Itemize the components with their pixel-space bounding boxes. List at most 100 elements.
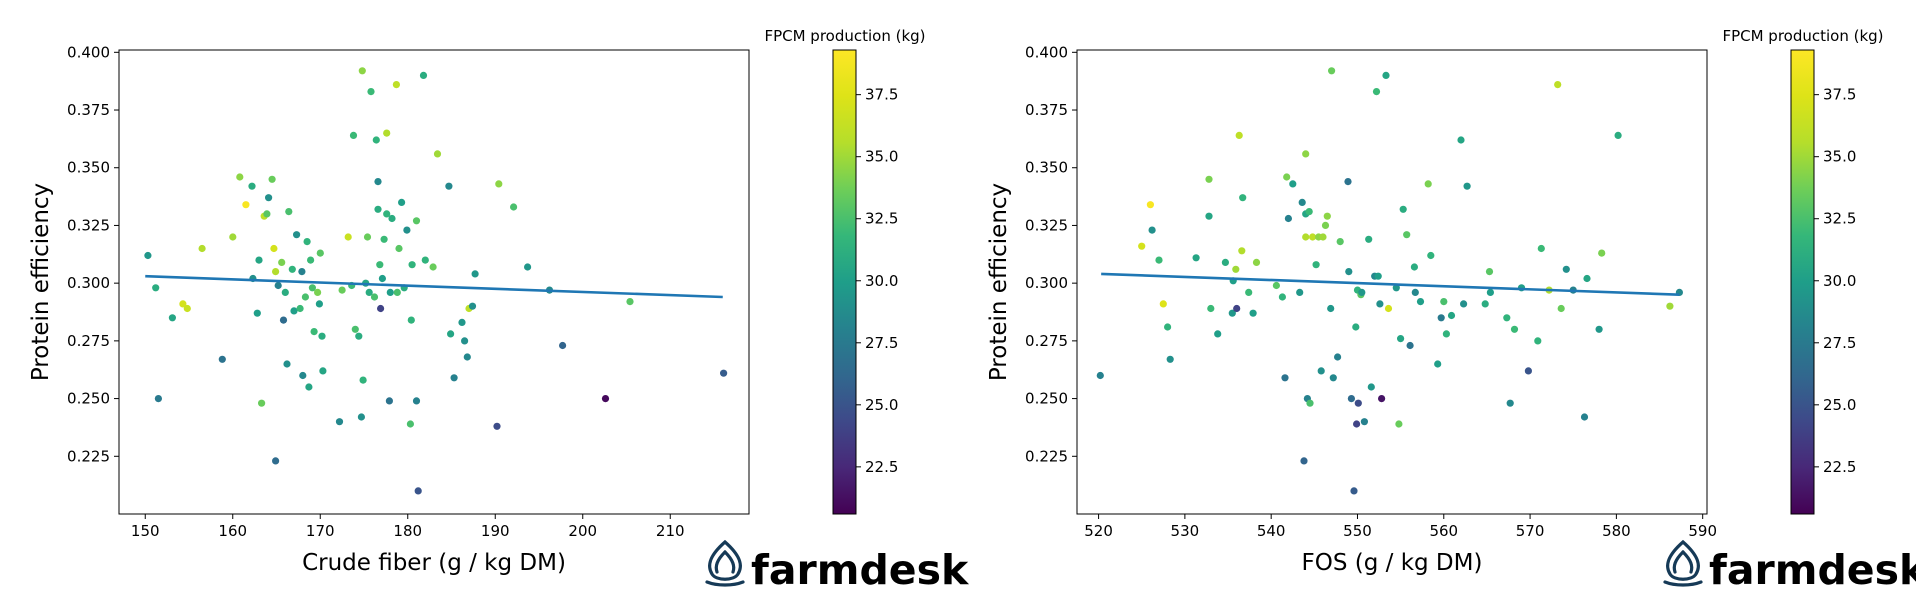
scatter-point [1376,300,1384,308]
scatter-point [1334,353,1342,361]
farmdesk-wordmark: farmdesk [1709,546,1916,594]
scatter-point [414,487,422,495]
scatter-point [258,399,266,407]
x-tick-label: 180 [393,522,422,540]
scatter-point [242,201,250,209]
scatter-point [383,210,391,218]
scatter-point [1329,374,1337,382]
y-tick-label: 0.350 [1025,159,1068,177]
scatter-point [429,263,437,271]
scatter-point [315,300,323,308]
x-tick-label: 540 [1257,522,1286,540]
scatter-point [1221,258,1229,266]
scatter-point [1503,314,1511,322]
scatter-point [468,302,477,310]
scatter-point [218,355,226,363]
scatter-point [403,226,411,234]
scatter-point [355,332,363,340]
scatter-point [183,304,191,313]
scatter-point [1358,288,1366,296]
scatter-point [1580,413,1589,421]
scatter-point [1534,337,1542,345]
scatter-point [1403,231,1411,239]
scatter-point [1305,208,1313,216]
scatter-point [1583,274,1591,283]
scatter-point [351,325,359,333]
scatter-point [1460,300,1468,308]
scatter-point [265,194,273,202]
scatter-point [1309,233,1317,241]
scatter-point [314,288,322,296]
scatter-point [495,180,503,188]
scatter-point [303,238,311,246]
scatter-point [1327,304,1335,313]
scatter-point [344,233,352,241]
scatter-point [378,274,386,283]
x-tick-label: 210 [656,522,685,540]
colorbar-tick-label: 32.5 [865,210,898,228]
scatter-point [1598,249,1606,257]
scatter-point [365,288,373,296]
x-tick-label: 190 [481,522,510,540]
scatter-point [1238,247,1246,255]
scatter-point [316,249,324,257]
scatter-point [367,88,375,96]
scatter-point [626,298,634,306]
scatter-point [357,413,365,421]
x-axis-label: Crude fiber (g / kg DM) [302,550,566,576]
x-axis-ticks: 520 530 540 550 560 570 580 590 [1084,514,1717,540]
scatter-points [144,67,728,495]
scatter-point [318,332,326,340]
y-axis-label: Protein efficiency [28,183,54,381]
scatter-point [1336,238,1344,246]
scatter-point [335,418,344,426]
scatter-point [270,244,278,253]
scatter-point [1096,371,1104,380]
scatter-point [1233,304,1241,313]
scatter-point [358,67,366,75]
scatter-point [1300,457,1308,465]
y-tick-label: 0.400 [67,43,110,61]
scatter-point [1319,233,1327,241]
colorbar-tick-label: 27.5 [1823,334,1856,352]
scatter-point [1510,325,1519,333]
scatter-point [1298,198,1306,206]
scatter-point [493,422,501,430]
colorbar-tick-label: 37.5 [865,86,898,104]
colorbar-label: FPCM production (kg) [764,27,925,45]
colorbar-tick-label: 30.0 [865,272,898,290]
scatter-point [407,316,415,324]
scatter-point [229,233,237,241]
scatter-point [1354,399,1362,407]
scatter-point [255,256,263,264]
scatter-point [144,251,152,260]
scatter-points [1096,67,1683,495]
y-axis-ticks: 0.225 0.250 0.275 0.300 0.325 0.350 0.375 0.400 [67,43,119,465]
scatter-point [319,367,327,375]
scatter-point [236,173,244,181]
scatter-point [1378,395,1386,403]
scatter-point [1284,214,1292,223]
scatter-point [278,258,286,266]
scatter-point [377,304,385,313]
x-tick-label: 550 [1343,522,1372,540]
scatter-point [406,420,414,428]
x-tick-label: 200 [568,522,597,540]
scatter-point [1424,180,1432,188]
scatter-point [1205,212,1213,220]
scatter-point [274,281,282,290]
y-tick-label: 0.325 [67,216,110,234]
scatter-point [408,261,416,269]
colorbar-ticks: 22.5 25.0 27.5 30.0 32.5 35.0 37.5 [1814,86,1856,476]
scatter-point [383,129,391,137]
scatter-point [1374,272,1382,280]
scatter-point [395,244,403,253]
x-tick-label: 560 [1429,522,1458,540]
plot-frame [118,49,750,515]
colorbar-tick-label: 25.0 [1823,396,1856,414]
scatter-point [296,304,304,313]
scatter-point [1344,178,1352,186]
scatter-point [421,256,429,264]
x-tick-label: 520 [1084,522,1113,540]
